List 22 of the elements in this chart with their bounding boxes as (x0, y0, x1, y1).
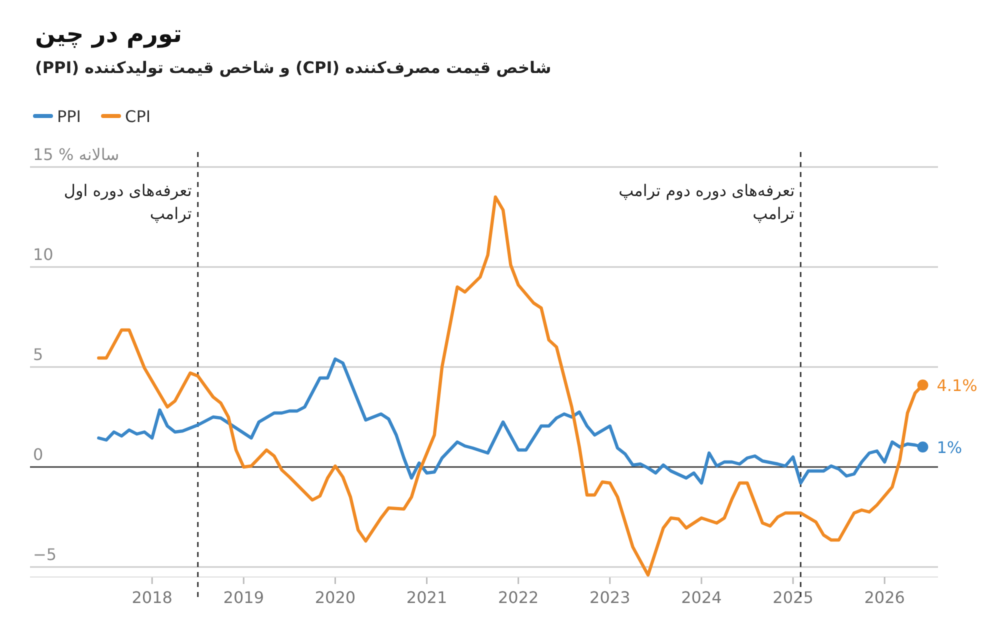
x-tick-label: 2018 (132, 588, 172, 607)
y-tick-label: −5 (33, 545, 57, 564)
y-tick-label: 15 % سالانه (33, 145, 120, 164)
x-tick-label: 2025 (772, 588, 814, 607)
x-tick-label: 2026 (864, 588, 905, 607)
x-tick-label: 2019 (223, 588, 264, 607)
legend-label: CPI (125, 107, 151, 126)
chart-subtitle: شاخص قیمت مصرف‌کننده (CPI) و شاخص قیمت تولیدکننده (PPI) (35, 58, 552, 77)
x-tick-label: 2022 (498, 588, 539, 607)
y-tick-label: 10 (33, 245, 54, 264)
legend-label: PPI (57, 107, 82, 126)
chart-title: تورم در چین (35, 20, 182, 48)
data-label: 4.1% (936, 376, 978, 395)
x-tick-label: 2023 (590, 588, 630, 607)
ref-line-label: تعرفه‌های دوره اول ترامپ (64, 181, 192, 223)
y-tick-label: 5 (33, 345, 44, 364)
x-tick-label: 2021 (406, 588, 448, 607)
data-label: 1% (936, 438, 962, 457)
y-tick-label: 0 (33, 445, 44, 464)
ref-line-label: تعرفه‌های دوره دوم ترامپ ترامپ (618, 181, 795, 223)
x-tick-label: 2024 (681, 588, 722, 607)
x-tick-label: 2020 (314, 588, 356, 607)
